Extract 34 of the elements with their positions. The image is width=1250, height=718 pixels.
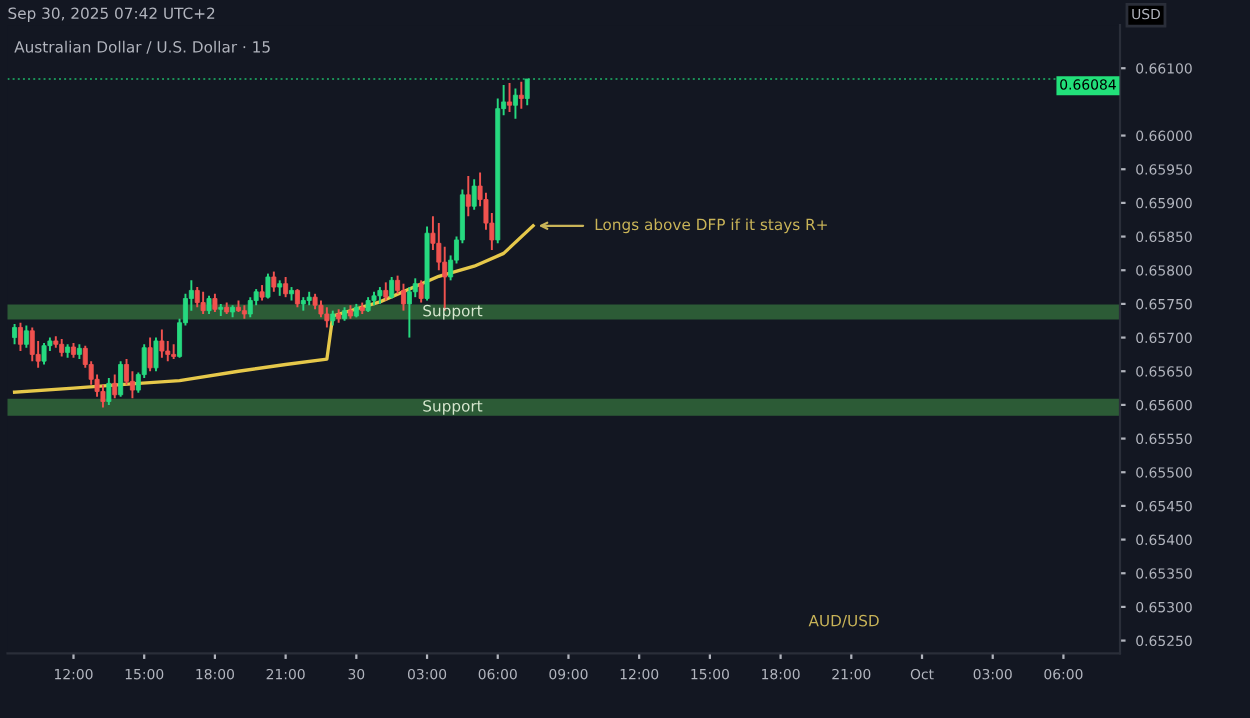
candlestick	[17, 321, 23, 353]
candlestick	[200, 290, 206, 315]
candlestick	[324, 306, 330, 329]
candlestick	[524, 78, 530, 107]
candlestick	[159, 328, 165, 359]
candlestick	[465, 174, 471, 218]
line-series	[12, 224, 535, 394]
candlestick	[512, 87, 518, 120]
candlestick	[406, 286, 412, 339]
candlestick	[112, 373, 118, 400]
candlestick	[23, 324, 29, 349]
candlestick	[265, 272, 271, 300]
candlestick	[294, 288, 300, 309]
candlestick	[418, 279, 424, 304]
candlestick	[106, 377, 112, 406]
candlestick	[383, 281, 389, 302]
candlestick	[400, 282, 406, 312]
candlestick	[471, 178, 477, 211]
candlestick	[206, 294, 212, 315]
candlestick	[194, 286, 200, 309]
candlestick	[100, 383, 106, 409]
candlestick	[507, 82, 513, 113]
candlestick	[12, 323, 18, 346]
candlestick	[271, 270, 277, 293]
candlestick	[41, 341, 47, 366]
candlestick	[29, 326, 35, 363]
candlestick	[118, 360, 124, 398]
candlestick	[212, 292, 218, 313]
candlestick	[247, 296, 253, 319]
candlestick	[389, 276, 395, 300]
candlestick	[153, 336, 159, 373]
candlestick	[147, 336, 153, 373]
candlestick	[518, 80, 524, 110]
candlestick	[283, 276, 289, 299]
